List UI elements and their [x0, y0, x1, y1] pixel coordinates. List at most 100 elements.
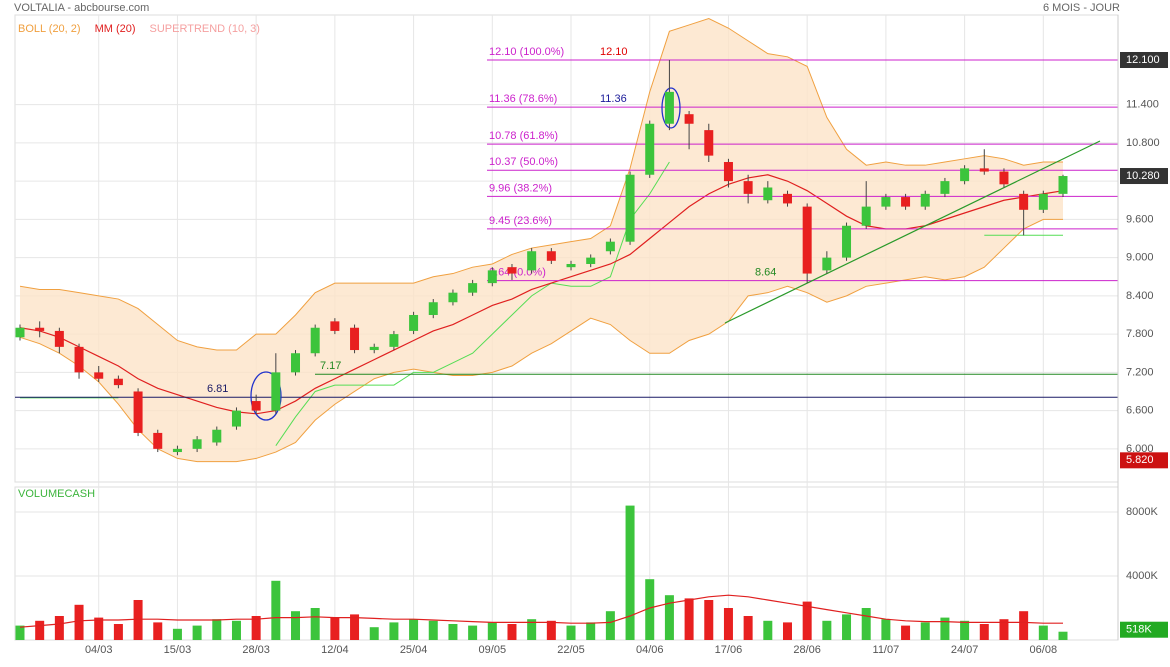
y-tick-label: 9.600: [1126, 213, 1154, 225]
volume-bar: [310, 607, 320, 640]
x-tick-label: 04/06: [636, 644, 664, 656]
volume-bar: [409, 619, 419, 640]
annotation: 8.64: [755, 266, 776, 278]
volume-bar: [74, 604, 84, 640]
volume-bar: [704, 599, 714, 640]
volume-bar: [743, 615, 753, 640]
x-tick-label: 22/05: [557, 644, 585, 656]
price-tag: [1120, 452, 1168, 469]
candle-body: [487, 270, 497, 284]
candle-body: [723, 161, 733, 182]
volume-bar: [625, 505, 635, 640]
candle-body: [940, 181, 950, 194]
candle-body: [428, 302, 438, 315]
x-tick-label: 17/06: [715, 644, 743, 656]
candle-body: [586, 257, 596, 264]
x-tick-label: 15/03: [164, 644, 192, 656]
y-tick-label: 8000K: [1126, 506, 1158, 518]
price-tag-label: 10.280: [1126, 170, 1160, 182]
bollinger-lower: [19, 218, 1063, 463]
x-tick-label: 24/07: [951, 644, 979, 656]
y-tick-label: 4000K: [1126, 570, 1158, 582]
highlight-circle: [250, 371, 282, 421]
volume-bar: [881, 619, 891, 640]
volume-bar: [782, 622, 792, 640]
fib-label: 11.36 (78.6%): [489, 93, 557, 105]
y-tick-label: 8.400: [1126, 290, 1154, 302]
bollinger-upper: [19, 18, 1063, 351]
volume-bar: [113, 623, 123, 640]
candle-body: [15, 327, 25, 338]
fib-label: 10.78 (61.8%): [489, 130, 558, 142]
volume-bar: [920, 622, 930, 640]
candle-body: [1038, 193, 1048, 210]
volume-bar: [586, 622, 596, 640]
volume-bar: [546, 620, 556, 640]
candle-body: [625, 174, 635, 242]
x-tick-label: 28/03: [242, 644, 270, 656]
volume-bar: [664, 595, 674, 640]
level-label: 6.81: [207, 383, 228, 395]
candle-body: [310, 327, 320, 354]
volume-bar: [271, 580, 281, 640]
volume-tag: [1120, 621, 1168, 638]
candle-body: [94, 372, 104, 379]
candle-body: [782, 193, 792, 204]
volume-bar: [428, 620, 438, 640]
x-tick-label: 09/05: [479, 644, 507, 656]
candle-body: [901, 197, 911, 207]
candle-body: [54, 330, 64, 347]
volume-bar: [979, 623, 989, 640]
fib-label: 8.64 (0.0%): [489, 266, 546, 278]
candle-body: [822, 257, 832, 271]
candle-body: [546, 251, 556, 261]
candle-body: [113, 378, 123, 386]
candle-body: [74, 346, 84, 373]
price-tag-label: 12.100: [1126, 54, 1160, 66]
y-tick-label: 7.200: [1126, 366, 1154, 378]
volume-bar: [15, 625, 25, 640]
candle-body: [330, 321, 340, 331]
volume-bar: [1058, 631, 1068, 640]
volume-bar: [212, 619, 222, 640]
candle-body: [704, 130, 714, 156]
y-tick-label: 6.600: [1126, 405, 1154, 417]
volume-bar: [231, 620, 241, 640]
candle-body: [389, 334, 399, 347]
candle-body: [743, 181, 753, 194]
volume-bar: [350, 614, 360, 640]
volume-bar: [1019, 611, 1029, 640]
volume-bar: [468, 625, 478, 640]
legend-entry: SUPERTREND (10, 3): [150, 23, 260, 35]
candle-body: [605, 241, 615, 252]
candle-body: [881, 197, 891, 207]
x-tick-label: 12/04: [321, 644, 349, 656]
volume-bar: [802, 601, 812, 640]
header-title: VOLTALIA - abcbourse.com: [14, 2, 149, 14]
candle-body: [664, 91, 674, 124]
candle-body: [527, 251, 537, 271]
annotation: 12.10: [600, 46, 628, 58]
volume-title: VOLUMECASH: [18, 488, 95, 500]
highlight-circle: [661, 87, 681, 129]
candle-body: [172, 448, 182, 453]
volume-bar: [605, 611, 615, 640]
candle-body: [861, 206, 871, 226]
candle-body: [802, 206, 812, 274]
volume-bar: [330, 617, 340, 640]
fib-label: 12.10 (100.0%): [489, 46, 564, 58]
candle-body: [468, 283, 478, 293]
volume-bar: [901, 625, 911, 640]
volume-bar: [645, 579, 655, 640]
candle-body: [842, 225, 852, 258]
candle-body: [999, 171, 1009, 185]
volume-bar: [527, 619, 537, 640]
bollinger-band: [20, 18, 1063, 462]
price-tag-label: 5.820: [1126, 454, 1154, 466]
candle-body: [645, 123, 655, 175]
candle-body: [192, 439, 202, 449]
volume-bar: [822, 620, 832, 640]
candle-body: [212, 429, 222, 443]
candle-body: [133, 391, 143, 433]
